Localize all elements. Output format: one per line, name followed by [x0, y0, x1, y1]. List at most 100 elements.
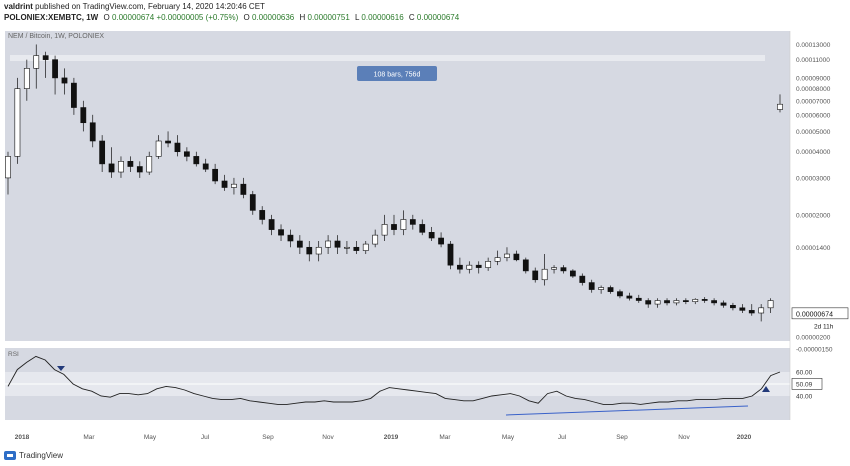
candle-body [767, 300, 774, 309]
x-tick-label: Mar [439, 434, 451, 441]
candle-body [89, 122, 96, 142]
symbol-label: POLONIEX:XEMBTC, 1W [4, 13, 99, 22]
footer [0, 446, 850, 466]
candle-body [720, 302, 727, 306]
candle-body [569, 270, 576, 277]
candle-body [494, 257, 501, 262]
candle-body [240, 183, 247, 195]
y-tick-label: 0.00011000 [796, 57, 830, 64]
x-tick-label: Jul [558, 434, 567, 441]
measure-range-label: 108 bars, 756d [374, 72, 421, 79]
y-tick-label: 0.00002000 [796, 212, 831, 219]
x-tick-label: 2018 [15, 434, 30, 441]
candle-body [52, 59, 58, 79]
up-arrow-icon [762, 386, 770, 392]
price-chart-svg[interactable]: 0.00013000 0.00011000 0.00009000 0.00008000… [0, 26, 850, 466]
countdown-bg [810, 320, 842, 331]
candle-body [777, 103, 783, 110]
rsi-line [7, 355, 781, 405]
candle-body [353, 246, 360, 251]
candle-body [579, 275, 586, 283]
candle-body [739, 307, 746, 311]
candle-body [372, 234, 379, 245]
candle-body [165, 140, 171, 144]
x-tick-label: Mar [83, 434, 95, 441]
candle-body [202, 163, 209, 170]
candle-body [183, 151, 190, 157]
candle-body [682, 300, 689, 302]
candle-body [560, 267, 567, 272]
candle-body [701, 299, 708, 301]
o2-value: 0.00000636 [251, 13, 295, 22]
x-tick-label: Jul [201, 434, 210, 441]
open-label: O [103, 13, 110, 22]
candle-body [118, 161, 124, 173]
candle-body [268, 219, 275, 230]
x-tick-label: Nov [678, 434, 690, 441]
ohlc-legend: POLONIEX:XEMBTC, 1W O 0.00000674 +0.0000… [4, 13, 459, 22]
y-tick-label: 0.00013000 [796, 42, 831, 49]
candle-body [504, 253, 510, 258]
candle-body [513, 253, 520, 261]
rsi-current-tag [791, 378, 823, 390]
candle-body [400, 219, 407, 230]
candle-body [409, 219, 416, 225]
candle-body [391, 224, 397, 230]
candle-body [249, 194, 256, 211]
last-price-value: 0.00000674 [796, 311, 833, 318]
y-tick-label: 0.00005000 [796, 129, 831, 136]
y-tick-label: 0.00000200 [796, 335, 831, 342]
candle-body [174, 142, 181, 153]
candle-body [71, 82, 77, 108]
candle-body [447, 243, 454, 266]
candle-body [381, 224, 388, 236]
low-label: L [355, 13, 360, 22]
candle-body [485, 261, 492, 268]
candle-body [23, 68, 30, 89]
candle-body [626, 295, 633, 299]
candle-body [654, 300, 661, 305]
author-name[interactable]: valdrint [4, 2, 33, 11]
x-tick-label: Sep [616, 434, 628, 441]
y-tick-label: 0.00004000 [796, 149, 831, 156]
publish-info: valdrint published on TradingView.com, F… [4, 2, 265, 11]
candle-body [315, 246, 322, 255]
candle-body [221, 180, 228, 188]
measure-range-label-bg [357, 66, 437, 81]
candle-body [730, 305, 736, 309]
candle-body [344, 246, 350, 249]
rsi-title: RSI [8, 351, 19, 358]
x-tick-label: May [144, 434, 157, 441]
candle-body [362, 243, 369, 251]
candle-body [475, 264, 482, 268]
candle-body [635, 297, 642, 301]
tradingview-logo[interactable]: TradingView [4, 451, 63, 460]
x-tick-label: 2019 [384, 434, 399, 441]
countdown-label: 2d 11h [814, 323, 834, 330]
y-tick-label: 0.00006000 [796, 112, 831, 119]
candle-body [212, 168, 219, 182]
open-value: 0.00000674 [111, 13, 155, 22]
candle-body [80, 107, 87, 124]
high-value: 0.00000751 [307, 13, 350, 22]
candle-body [607, 287, 614, 292]
candle-body [155, 140, 162, 157]
down-arrow-icon [57, 366, 65, 371]
tradingview-logo-icon [4, 451, 16, 460]
low-value: 0.00000616 [361, 13, 404, 22]
candle-body [325, 240, 331, 248]
chart-title: NEM / Bitcoin, 1W, POLONIEX [8, 33, 104, 40]
y-tick-label: 0.00003000 [796, 175, 831, 182]
candle-body [278, 229, 284, 236]
candle-body [748, 310, 755, 314]
candle-body [231, 183, 237, 188]
candle-body [193, 156, 200, 165]
high-label: H [299, 13, 306, 22]
chart-area[interactable]: 0.00013000 0.00011000 0.00009000 0.00008000… [0, 26, 850, 466]
candle-body [551, 267, 557, 270]
candle-body [522, 259, 529, 272]
candle-body [259, 210, 266, 220]
rsi-y-tick: 40.00 [796, 394, 813, 401]
candle-body [466, 264, 473, 270]
candle-body [428, 232, 435, 239]
